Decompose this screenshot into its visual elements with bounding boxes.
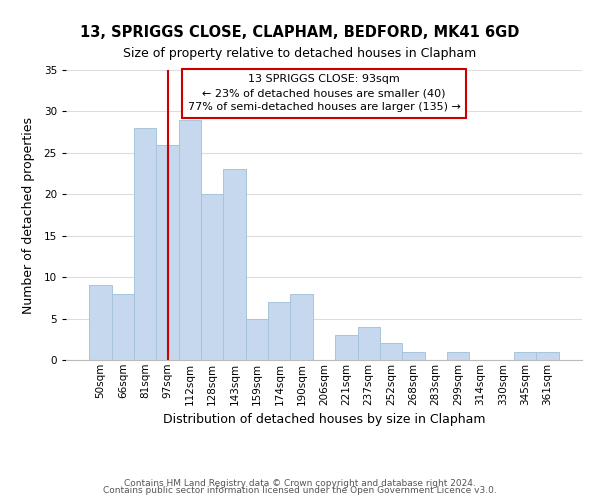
Text: Size of property relative to detached houses in Clapham: Size of property relative to detached ho… [124,48,476,60]
Bar [112,294,134,360]
Bar [157,144,179,360]
Bar [380,344,402,360]
Bar [246,318,268,360]
Text: 13, SPRIGGS CLOSE, CLAPHAM, BEDFORD, MK41 6GD: 13, SPRIGGS CLOSE, CLAPHAM, BEDFORD, MK4… [80,25,520,40]
Bar [223,170,246,360]
Bar [268,302,290,360]
Bar [201,194,223,360]
Bar [514,352,536,360]
Text: Contains public sector information licensed under the Open Government Licence v3: Contains public sector information licen… [103,486,497,495]
Text: Contains HM Land Registry data © Crown copyright and database right 2024.: Contains HM Land Registry data © Crown c… [124,478,476,488]
X-axis label: Distribution of detached houses by size in Clapham: Distribution of detached houses by size … [163,413,485,426]
Y-axis label: Number of detached properties: Number of detached properties [22,116,35,314]
Bar [290,294,313,360]
Bar [335,335,358,360]
Bar [358,327,380,360]
Bar [536,352,559,360]
Bar [179,120,201,360]
Bar [89,286,112,360]
Bar [134,128,157,360]
Bar [447,352,469,360]
Bar [402,352,425,360]
Text: 13 SPRIGGS CLOSE: 93sqm
← 23% of detached houses are smaller (40)
77% of semi-de: 13 SPRIGGS CLOSE: 93sqm ← 23% of detache… [188,74,460,112]
